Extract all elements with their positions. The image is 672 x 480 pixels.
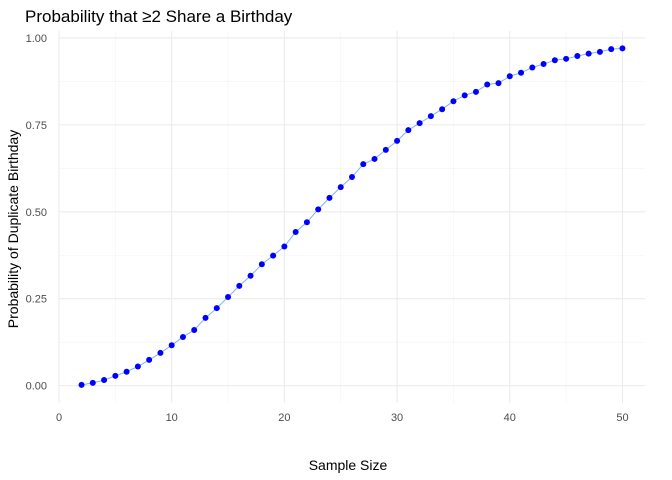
data-point [472, 88, 479, 95]
data-point [326, 194, 333, 201]
data-point [585, 50, 592, 57]
data-point [574, 53, 581, 60]
data-point [168, 342, 175, 349]
major-gridlines [58, 31, 645, 403]
data-point [112, 372, 119, 379]
data-point [134, 363, 141, 370]
data-point [202, 314, 209, 321]
minor-gridlines [59, 31, 645, 403]
data-point [78, 381, 85, 388]
data-point [303, 219, 310, 226]
y-axis-title: Probability of Duplicate Birthday [5, 130, 21, 328]
y-tick-label: 1.00 [26, 33, 47, 45]
data-point [236, 282, 243, 289]
data-point [101, 377, 108, 384]
data-point [382, 146, 389, 153]
data-point [563, 55, 570, 62]
data-point [495, 80, 502, 87]
y-tick-label: 0.00 [26, 381, 47, 393]
x-tick-label: 20 [278, 412, 290, 424]
y-tick-label: 0.75 [26, 120, 47, 132]
data-point [123, 368, 130, 375]
x-tick-label: 40 [504, 412, 516, 424]
x-tick-label: 30 [391, 412, 403, 424]
data-point [213, 305, 220, 312]
data-point [270, 252, 277, 259]
data-point [292, 228, 299, 235]
y-tick-label: 0.25 [26, 294, 47, 306]
data-point [349, 174, 355, 181]
x-axis-ticks: 0 10 20 30 40 50 [56, 412, 629, 424]
data-point [619, 45, 626, 52]
data-point [439, 106, 446, 113]
x-tick-label: 0 [56, 412, 62, 424]
data-point [405, 127, 412, 134]
data-point [540, 61, 547, 68]
data-point [450, 98, 457, 105]
series-layer [78, 45, 626, 388]
data-point [461, 92, 468, 99]
data-point [608, 46, 615, 53]
x-axis-title: Sample Size [309, 457, 388, 473]
x-tick-label: 50 [616, 412, 628, 424]
data-point [371, 155, 378, 162]
data-point [596, 48, 603, 55]
data-point [427, 113, 434, 120]
data-point [360, 161, 367, 168]
data-point [529, 64, 536, 71]
data-point [247, 272, 254, 279]
x-tick-label: 10 [166, 412, 178, 424]
chart-title: Probability that ≥2 Share a Birthday [25, 7, 293, 26]
data-point [281, 243, 288, 250]
y-tick-label: 0.50 [26, 207, 47, 219]
data-point [394, 137, 401, 144]
data-point [258, 261, 265, 268]
y-axis-ticks: 0.00 0.25 0.50 0.75 1.00 [26, 33, 47, 393]
data-point [225, 293, 232, 300]
data-point [146, 356, 153, 363]
data-point [337, 184, 344, 191]
series-line [81, 47, 623, 386]
data-point [518, 69, 525, 76]
data-point [506, 73, 513, 80]
data-point [179, 333, 186, 340]
data-point [89, 379, 96, 386]
data-point [551, 57, 558, 64]
data-point [416, 120, 423, 127]
data-point [484, 81, 491, 88]
data-point [315, 206, 322, 213]
data-point [191, 326, 198, 333]
data-point [157, 349, 164, 356]
